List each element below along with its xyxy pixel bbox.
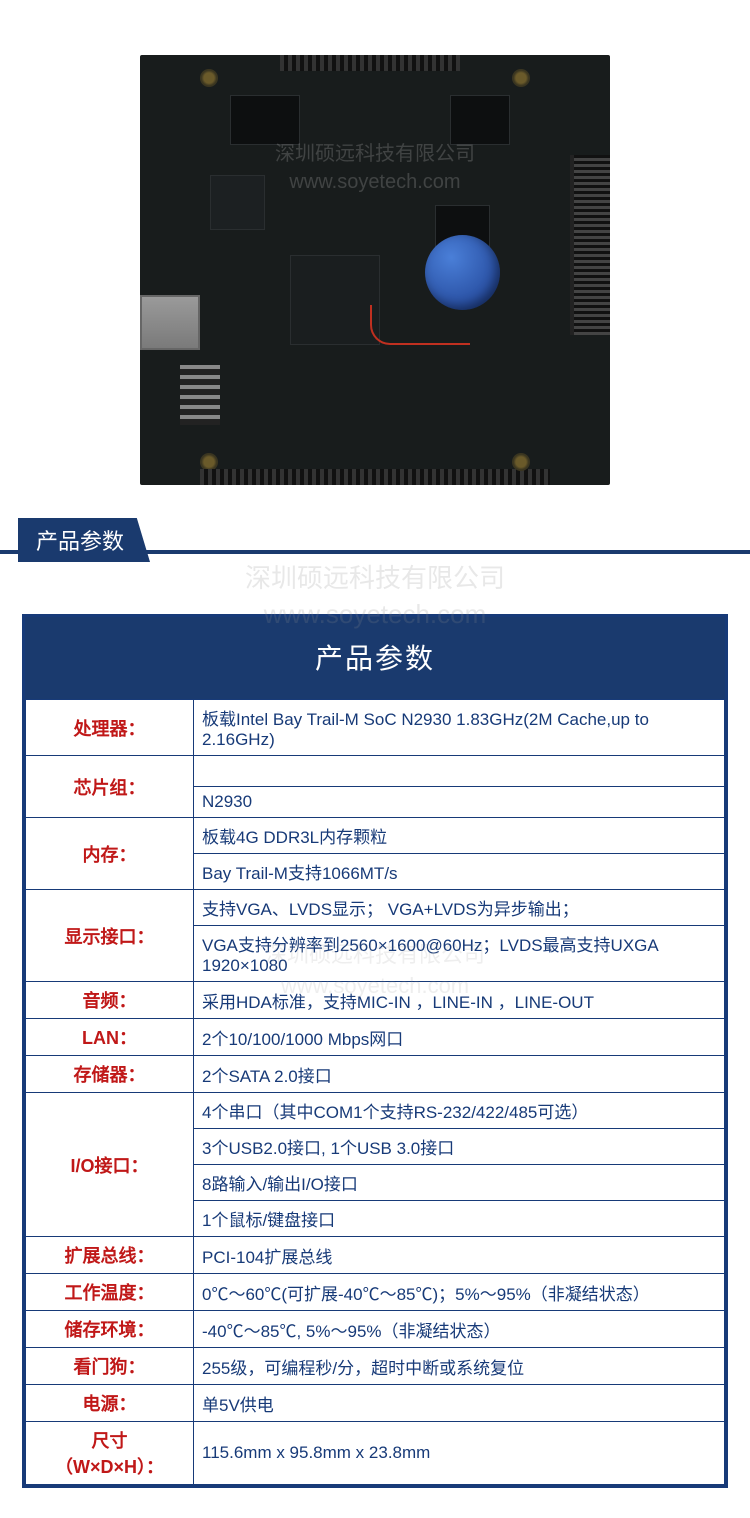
- spec-label: 尺寸（W×D×H）：: [26, 1422, 194, 1485]
- spec-label: 看门狗：: [26, 1348, 194, 1385]
- spec-section: 产品参数 处理器：板载Intel Bay Trail-M SoC N2930 1…: [0, 594, 750, 1518]
- spec-value: 115.6mm x 95.8mm x 23.8mm: [194, 1422, 725, 1485]
- table-row: I/O接口：4个串口（其中COM1个支持RS-232/422/485可选）: [26, 1093, 725, 1129]
- ethernet-port: [140, 295, 200, 350]
- spec-value: 板载4G DDR3L内存颗粒: [194, 818, 725, 854]
- spec-label: 芯片组：: [26, 756, 194, 818]
- spec-label: 存储器：: [26, 1056, 194, 1093]
- spec-value: 单5V供电: [194, 1385, 725, 1422]
- table-row: LAN：2个10/100/1000 Mbps网口: [26, 1019, 725, 1056]
- table-row: 内存：板载4G DDR3L内存颗粒: [26, 818, 725, 854]
- spec-value: 4个串口（其中COM1个支持RS-232/422/485可选）: [194, 1093, 725, 1129]
- table-row: 尺寸（W×D×H）：115.6mm x 95.8mm x 23.8mm: [26, 1422, 725, 1485]
- spec-value: 2个SATA 2.0接口: [194, 1056, 725, 1093]
- section-tab: 产品参数: [18, 518, 150, 562]
- table-row: 处理器：板载Intel Bay Trail-M SoC N2930 1.83GH…: [26, 700, 725, 756]
- spec-value: 3个USB2.0接口, 1个USB 3.0接口: [194, 1129, 725, 1165]
- spec-value: 0℃～60℃(可扩展-40℃～85℃)；5%～95%（非凝结状态）: [194, 1274, 725, 1311]
- spec-label: 内存：: [26, 818, 194, 890]
- table-row: 显示接口：支持VGA、LVDS显示； VGA+LVDS为异步输出；: [26, 890, 725, 926]
- spec-table: 处理器：板载Intel Bay Trail-M SoC N2930 1.83GH…: [25, 699, 725, 1485]
- spec-label: 电源：: [26, 1385, 194, 1422]
- spec-label: 显示接口：: [26, 890, 194, 982]
- pcb-board-graphic: [140, 55, 610, 485]
- spec-value: VGA支持分辨率到2560×1600@60Hz；LVDS最高支持UXGA 192…: [194, 926, 725, 982]
- spec-value: PCI-104扩展总线: [194, 1237, 725, 1274]
- spec-table-title: 产品参数: [25, 617, 725, 699]
- table-row: 看门狗：255级，可编程秒/分，超时中断或系统复位: [26, 1348, 725, 1385]
- table-row: 电源：单5V供电: [26, 1385, 725, 1422]
- spec-label: 音频：: [26, 982, 194, 1019]
- table-row: 音频：采用HDA标准，支持MIC-IN ，LINE-IN ，LINE-OUT: [26, 982, 725, 1019]
- pc104-connector: [570, 155, 610, 335]
- spec-value: 采用HDA标准，支持MIC-IN ，LINE-IN ，LINE-OUT: [194, 982, 725, 1019]
- spec-value: 1个鼠标/键盘接口: [194, 1201, 725, 1237]
- spec-value: 8路输入/输出I/O接口: [194, 1165, 725, 1201]
- table-row: 储存环境：-40℃～85℃, 5%～95%（非凝结状态）: [26, 1311, 725, 1348]
- table-row: 芯片组：: [26, 756, 725, 787]
- spec-value: -40℃～85℃, 5%～95%（非凝结状态）: [194, 1311, 725, 1348]
- table-row: 存储器：2个SATA 2.0接口: [26, 1056, 725, 1093]
- spec-value: Bay Trail-M支持1066MT/s: [194, 854, 725, 890]
- table-row: 扩展总线：PCI-104扩展总线: [26, 1237, 725, 1274]
- product-image-area: [0, 0, 750, 540]
- table-row: 工作温度：0℃～60℃(可扩展-40℃～85℃)；5%～95%（非凝结状态）: [26, 1274, 725, 1311]
- spec-value: 2个10/100/1000 Mbps网口: [194, 1019, 725, 1056]
- spec-label: 扩展总线：: [26, 1237, 194, 1274]
- spec-table-container: 产品参数 处理器：板载Intel Bay Trail-M SoC N2930 1…: [22, 614, 728, 1488]
- spec-label: 工作温度：: [26, 1274, 194, 1311]
- spec-value: 支持VGA、LVDS显示； VGA+LVDS为异步输出；: [194, 890, 725, 926]
- spec-value: N2930: [194, 787, 725, 818]
- spec-value: 板载Intel Bay Trail-M SoC N2930 1.83GHz(2M…: [194, 700, 725, 756]
- spec-value: 255级，可编程秒/分，超时中断或系统复位: [194, 1348, 725, 1385]
- cmos-battery: [425, 235, 500, 310]
- spec-label: 储存环境：: [26, 1311, 194, 1348]
- spec-label: 处理器：: [26, 700, 194, 756]
- spec-label: LAN：: [26, 1019, 194, 1056]
- spec-label: I/O接口：: [26, 1093, 194, 1237]
- spec-value: [194, 756, 725, 787]
